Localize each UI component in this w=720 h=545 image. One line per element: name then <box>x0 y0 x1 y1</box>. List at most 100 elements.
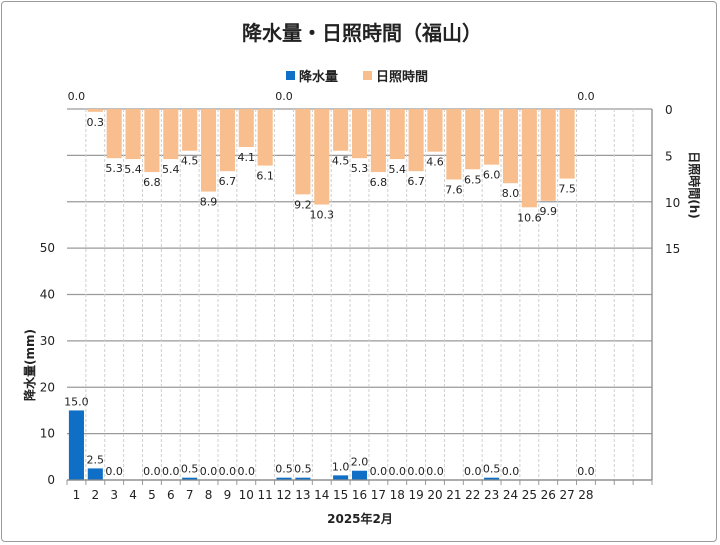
x-tick-label: 21 <box>446 488 461 502</box>
sunshine-bar <box>408 109 424 172</box>
sunshine-label: 6.1 <box>256 170 274 183</box>
sunshine-label: 7.6 <box>445 183 463 196</box>
x-tick-label: 17 <box>371 488 386 502</box>
precip-bar <box>351 470 368 480</box>
sunshine-label: 5.3 <box>105 162 123 175</box>
y-right-tick-label: 0 <box>665 103 673 117</box>
sunshine-label: 0.3 <box>87 116 105 129</box>
y-left-tick-label: 40 <box>40 288 55 302</box>
sunshine-bar <box>238 109 254 148</box>
sunshine-bar <box>427 109 443 152</box>
precip-label: 2.0 <box>351 456 369 469</box>
x-tick-label: 12 <box>276 488 291 502</box>
sunshine-bar <box>540 109 556 201</box>
precip-label: 2.5 <box>87 453 105 466</box>
sunshine-label: 0.0 <box>577 90 595 103</box>
sunshine-bar <box>125 109 141 160</box>
precip-bar <box>68 410 84 480</box>
sunshine-bar <box>200 109 217 192</box>
sunshine-label: 9.2 <box>294 198 312 211</box>
sunshine-label: 8.9 <box>200 196 218 209</box>
sunshine-bar <box>314 109 330 205</box>
legend-swatch-sunshine <box>363 71 372 80</box>
precip-bar <box>182 477 198 480</box>
precip-bar <box>276 477 292 480</box>
y-left-tick-label: 30 <box>40 334 55 348</box>
sunshine-label: 8.0 <box>502 187 520 200</box>
sunshine-bar <box>559 109 575 179</box>
precip-label: 0.0 <box>464 465 482 478</box>
y-left-tick-label: 10 <box>40 427 55 441</box>
x-tick-label: 2 <box>91 488 99 502</box>
sunshine-bar <box>163 109 179 160</box>
y-right-tick-label: 15 <box>665 242 680 256</box>
sunshine-bar <box>144 109 160 173</box>
sunshine-label: 9.9 <box>539 205 557 218</box>
sunshine-bar <box>370 109 386 173</box>
gridlines <box>67 108 652 481</box>
x-tick-label: 13 <box>295 488 310 502</box>
sunshine-label: 6.0 <box>483 169 501 182</box>
x-tick-label: 1 <box>73 488 81 502</box>
sunshine-bar <box>351 109 368 159</box>
precip-label: 0.0 <box>577 465 595 478</box>
x-axis-title: 2025年2月 <box>327 511 393 526</box>
sunshine-label: 5.4 <box>124 163 142 176</box>
x-tick-label: 15 <box>333 488 348 502</box>
y-axis-right-title: 日照時間(h) <box>687 151 702 219</box>
sunshine-label: 6.8 <box>370 176 388 189</box>
sunshine-label: 0.0 <box>68 90 86 103</box>
x-tick-label: 27 <box>559 488 574 502</box>
x-tick-label: 4 <box>129 488 137 502</box>
sunshine-label: 4.5 <box>181 155 199 168</box>
bars <box>68 109 575 480</box>
precip-label: 0.0 <box>219 465 237 478</box>
x-tick-label: 9 <box>224 488 232 502</box>
data-labels: 15.00.02.50.30.05.3 5.40.06.80.05.40.54.5… <box>64 90 595 478</box>
legend: 降水量 日照時間 <box>286 69 428 85</box>
x-tick-label: 11 <box>258 488 273 502</box>
sunshine-bar <box>333 109 349 151</box>
x-tick-label: 26 <box>541 488 556 502</box>
precip-label: 15.0 <box>64 395 89 408</box>
sunshine-bar <box>87 109 103 112</box>
x-tick-label: 24 <box>503 488 518 502</box>
sunshine-bar <box>446 109 462 180</box>
x-tick-label: 8 <box>205 488 213 502</box>
sunshine-label: 5.4 <box>162 163 180 176</box>
precip-bar <box>295 477 311 480</box>
y-left-tick-label: 20 <box>40 380 55 394</box>
precip-bar <box>87 468 103 480</box>
x-tick-label: 3 <box>110 488 118 502</box>
sunshine-bar <box>521 109 537 208</box>
legend-label-precip: 降水量 <box>299 69 338 85</box>
precip-label: 0.0 <box>162 465 180 478</box>
sunshine-label: 6.7 <box>219 175 237 188</box>
chart-title: 降水量・日照時間（福山） <box>242 21 482 45</box>
axes: 1 2 3 4 5 6 7 8 9 10 11 12 13 14 15 16 17 18 19 20 21 22 23 24 2… <box>40 103 681 502</box>
precip-label: 0.0 <box>200 465 218 478</box>
legend-label-sunshine: 日照時間 <box>376 69 428 85</box>
y-left-tick-label: 50 <box>40 241 55 255</box>
precip-label: 1.0 <box>332 460 350 473</box>
sunshine-label: 0.0 <box>275 90 293 103</box>
precip-label: 0.0 <box>143 465 161 478</box>
sunshine-bar <box>106 109 122 159</box>
sunshine-label: 10.3 <box>310 209 335 222</box>
precip-bar <box>484 477 500 480</box>
precip-label: 0.5 <box>294 463 312 476</box>
x-tick-label: 28 <box>578 488 593 502</box>
x-tick-label: 6 <box>167 488 175 502</box>
sunshine-label: 10.6 <box>517 211 542 224</box>
x-tick-label: 25 <box>522 488 537 502</box>
sunshine-label: 6.5 <box>464 173 482 186</box>
sunshine-label: 4.6 <box>426 156 444 169</box>
sunshine-label: 4.5 <box>332 155 350 168</box>
sunshine-label: 7.5 <box>558 183 576 196</box>
sunshine-bar <box>182 109 198 151</box>
sunshine-bar <box>295 109 311 195</box>
precip-label: 0.0 <box>426 465 444 478</box>
sunshine-label: 5.3 <box>351 162 369 175</box>
precip-bar <box>333 475 349 480</box>
